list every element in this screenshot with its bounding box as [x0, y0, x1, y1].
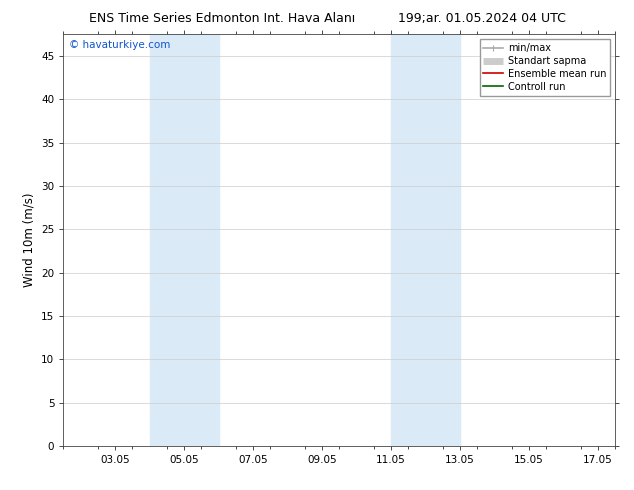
- Text: © havaturkiye.com: © havaturkiye.com: [69, 41, 171, 50]
- Legend: min/max, Standart sapma, Ensemble mean run, Controll run: min/max, Standart sapma, Ensemble mean r…: [479, 39, 610, 96]
- Bar: [150, 34, 219, 446]
- Text: 199;ar. 01.05.2024 04 UTC: 199;ar. 01.05.2024 04 UTC: [398, 12, 566, 25]
- Bar: [391, 34, 460, 446]
- Text: ENS Time Series Edmonton Int. Hava Alanı: ENS Time Series Edmonton Int. Hava Alanı: [89, 12, 355, 25]
- Y-axis label: Wind 10m (m/s): Wind 10m (m/s): [23, 193, 36, 287]
